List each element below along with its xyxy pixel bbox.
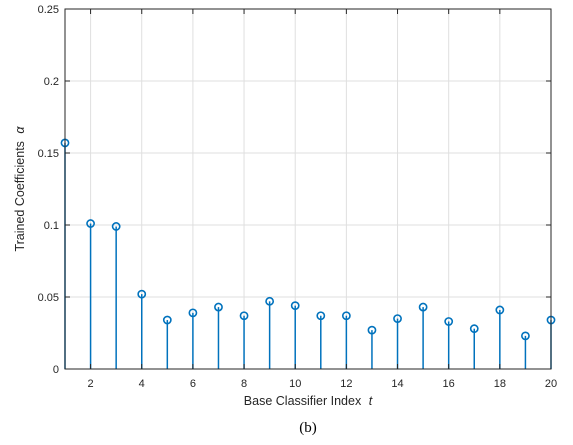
y-tick-label: 0.05 <box>38 292 59 304</box>
stem-marker <box>290 301 300 311</box>
x-tick-label: 2 <box>88 378 94 390</box>
y-tick-label: 0 <box>53 364 59 376</box>
stem-marker <box>341 311 351 321</box>
x-tick-label: 20 <box>545 378 557 390</box>
figure-caption: (b) <box>299 420 317 436</box>
y-axis-label-var: α <box>13 126 27 134</box>
stem-marker <box>444 317 454 326</box>
y-axis-label: Trained Coefficients α <box>13 126 27 252</box>
x-tick-label: 18 <box>494 378 506 390</box>
stem-marker <box>111 222 121 231</box>
stem-marker <box>393 314 402 323</box>
x-tick-label: 4 <box>139 378 145 390</box>
stem-marker <box>265 296 275 306</box>
x-axis-label-text: Base Classifier Index <box>244 394 362 408</box>
y-tick-label: 0.25 <box>38 4 59 16</box>
x-axis-label: Base Classifier Index t <box>244 394 373 408</box>
grid-lines <box>65 8 552 370</box>
stem-marker <box>418 302 428 312</box>
stem-marker <box>137 289 147 299</box>
stem-marker <box>367 325 377 335</box>
x-axis-ticks: 2 4 6 8 10 12 14 16 18 20 <box>88 9 557 390</box>
x-tick-label: 8 <box>241 378 247 390</box>
stem-marker <box>469 324 479 334</box>
stem-marker <box>86 219 95 228</box>
x-axis-label-var: t <box>369 394 373 408</box>
plot-frame <box>64 8 552 370</box>
stem-marker <box>188 308 198 318</box>
x-tick-label: 10 <box>289 378 301 390</box>
y-tick-label: 0.15 <box>38 148 59 160</box>
stem-marker <box>239 311 249 321</box>
stem-marker <box>316 311 326 321</box>
stem-marker <box>214 302 223 312</box>
y-tick-label: 0.2 <box>44 76 59 88</box>
x-tick-label: 14 <box>391 378 403 390</box>
x-tick-label: 16 <box>443 378 455 390</box>
stem-marker <box>521 331 530 341</box>
y-axis-ticks: 0 0.05 0.1 0.15 0.2 0.25 <box>38 4 551 376</box>
stem-marker <box>495 305 505 315</box>
stem-series <box>60 138 556 369</box>
stem-marker <box>162 315 172 325</box>
y-tick-label: 0.1 <box>44 220 59 232</box>
y-axis-label-text: Trained Coefficients <box>13 141 27 251</box>
x-tick-label: 6 <box>190 378 196 390</box>
x-tick-label: 12 <box>340 378 352 390</box>
